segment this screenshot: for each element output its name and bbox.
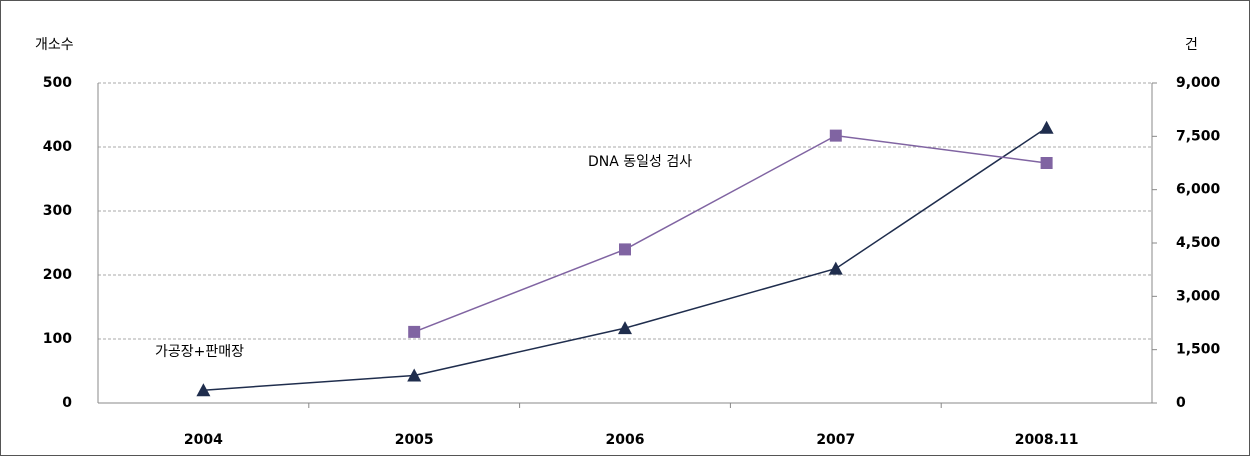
y-tick-label: 300 bbox=[43, 203, 72, 219]
x-tick-label: 2007 bbox=[816, 432, 855, 448]
y-tick-label: 0 bbox=[62, 395, 72, 411]
y2-tick-label: 7,500 bbox=[1176, 128, 1221, 144]
square-marker bbox=[829, 129, 842, 142]
y2-axis-label: 건 bbox=[1185, 37, 1198, 53]
triangle-marker bbox=[1039, 120, 1054, 134]
y2-tick-label: 4,500 bbox=[1176, 235, 1221, 251]
square-marker bbox=[1040, 157, 1053, 169]
triangle-marker bbox=[828, 261, 843, 275]
y2-tick-label: 3,000 bbox=[1176, 288, 1221, 304]
y-tick-label: 200 bbox=[43, 267, 72, 283]
x-tick-label: 2004 bbox=[184, 432, 223, 448]
triangle-marker bbox=[196, 383, 211, 397]
x-tick-label: 2006 bbox=[606, 432, 645, 448]
x-tick-label: 2008.11 bbox=[1015, 432, 1079, 448]
square-marker bbox=[408, 325, 421, 338]
y-tick-label: 400 bbox=[43, 139, 72, 155]
y-tick-label: 500 bbox=[43, 75, 72, 91]
x-tick-label: 2005 bbox=[395, 432, 434, 448]
y2-tick-label: 6,000 bbox=[1176, 182, 1221, 198]
square-marker bbox=[619, 243, 631, 256]
series-label: DNA 동일성 검사 bbox=[588, 154, 692, 170]
series-label: 가공장+판매장 bbox=[155, 344, 244, 360]
y-axis-label: 개소수 bbox=[35, 37, 74, 53]
y2-tick-label: 1,500 bbox=[1176, 342, 1221, 358]
y-tick-label: 100 bbox=[43, 331, 72, 347]
y2-tick-label: 0 bbox=[1176, 395, 1186, 411]
triangle-marker bbox=[407, 368, 422, 382]
series-line bbox=[413, 134, 1047, 333]
triangle-marker bbox=[618, 321, 632, 335]
y2-tick-label: 9,000 bbox=[1176, 75, 1221, 91]
